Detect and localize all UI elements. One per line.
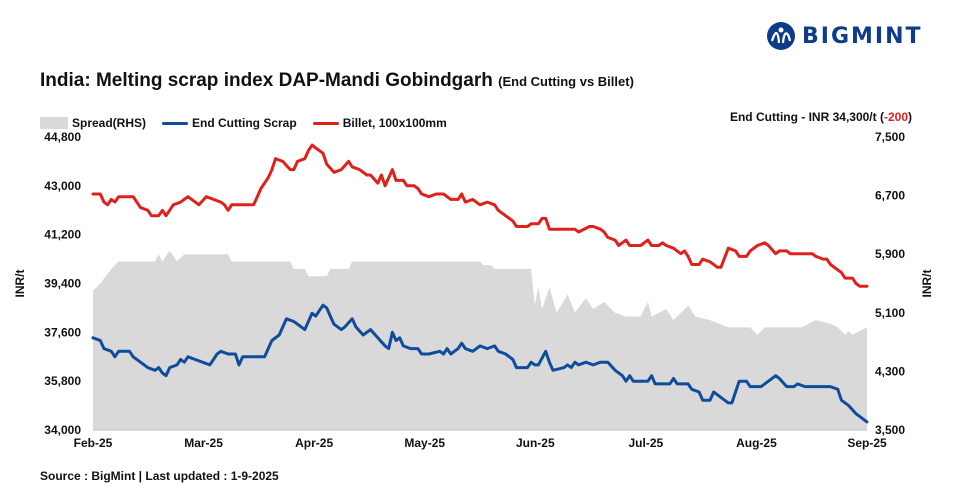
x-tick-label: Apr-25 xyxy=(295,436,333,450)
series-area-spread-rhs xyxy=(93,250,867,430)
y-tick-label-left: 37,600 xyxy=(44,325,81,339)
legend-label-spread: Spread(RHS) xyxy=(72,116,147,130)
y-tick-label-left: 43,000 xyxy=(44,179,81,193)
y-tick-label-right: 4,300 xyxy=(875,364,905,378)
latest-price-close: ) xyxy=(908,110,912,124)
legend-swatch-spread xyxy=(40,117,68,129)
x-tick-label: May-25 xyxy=(404,436,445,450)
latest-price-change: -200 xyxy=(883,110,908,124)
source-note: Source : BigMint | Last updated : 1-9-20… xyxy=(40,469,279,483)
x-tick-label: Aug-25 xyxy=(736,436,777,450)
latest-price-text: End Cutting - INR 34,300/t ( xyxy=(729,110,884,124)
chart-title: India: Melting scrap index DAP-Mandi Gob… xyxy=(40,70,634,92)
chart-title-main: India: Melting scrap index DAP-Mandi Gob… xyxy=(40,70,493,91)
legend-item-spread: Spread(RHS) xyxy=(40,116,146,130)
latest-price-note: End Cutting - INR 34,300/t (-200) xyxy=(730,110,912,124)
series-line-billet-100x100mm xyxy=(91,143,869,288)
y-tick-label-left: 35,800 xyxy=(44,374,81,388)
legend-label-billet: Billet, 100x100mm xyxy=(342,116,447,130)
y-tick-label-left: 44,800 xyxy=(44,130,81,144)
legend-swatch-end-cutting xyxy=(162,121,189,125)
y-tick-label-right: 3,500 xyxy=(875,423,905,437)
legend-swatch-billet xyxy=(312,121,339,125)
legend-item-billet: Billet, 100x100mm xyxy=(312,116,447,130)
x-tick-label: Sep-25 xyxy=(847,436,887,450)
y-tick-label-right: 6,700 xyxy=(875,189,905,203)
x-tick-label: Jul-25 xyxy=(629,436,664,450)
series-line-end-cutting-scrap xyxy=(91,303,869,424)
y-axis-title-right: INR/t xyxy=(920,270,934,298)
y-tick-label-right: 5,100 xyxy=(875,306,905,320)
x-tick-label: Mar-25 xyxy=(184,436,223,450)
y-tick-label-right: 7,500 xyxy=(875,130,905,144)
y-axis-title-left: INR/t xyxy=(13,270,27,298)
bigmint-logo: BIGMINT xyxy=(766,18,923,54)
y-tick-label-left: 39,400 xyxy=(44,277,81,291)
bigmint-globe-icon xyxy=(767,22,795,50)
legend-item-end-cutting: End Cutting Scrap xyxy=(162,116,297,130)
y-tick-label-left: 34,000 xyxy=(44,423,81,437)
legend-label-end-cutting: End Cutting Scrap xyxy=(192,116,297,130)
y-tick-label-right: 5,900 xyxy=(875,247,905,261)
chart-subtitle: (End Cutting vs Billet) xyxy=(498,74,634,89)
x-tick-label: Jun-25 xyxy=(516,436,555,450)
brand-name: BIGMINT xyxy=(802,23,923,49)
x-tick-label: Feb-25 xyxy=(74,436,113,450)
y-tick-label-left: 41,200 xyxy=(44,228,81,242)
chart-legend: Spread(RHS) End Cutting Scrap Billet, 10… xyxy=(40,114,463,132)
